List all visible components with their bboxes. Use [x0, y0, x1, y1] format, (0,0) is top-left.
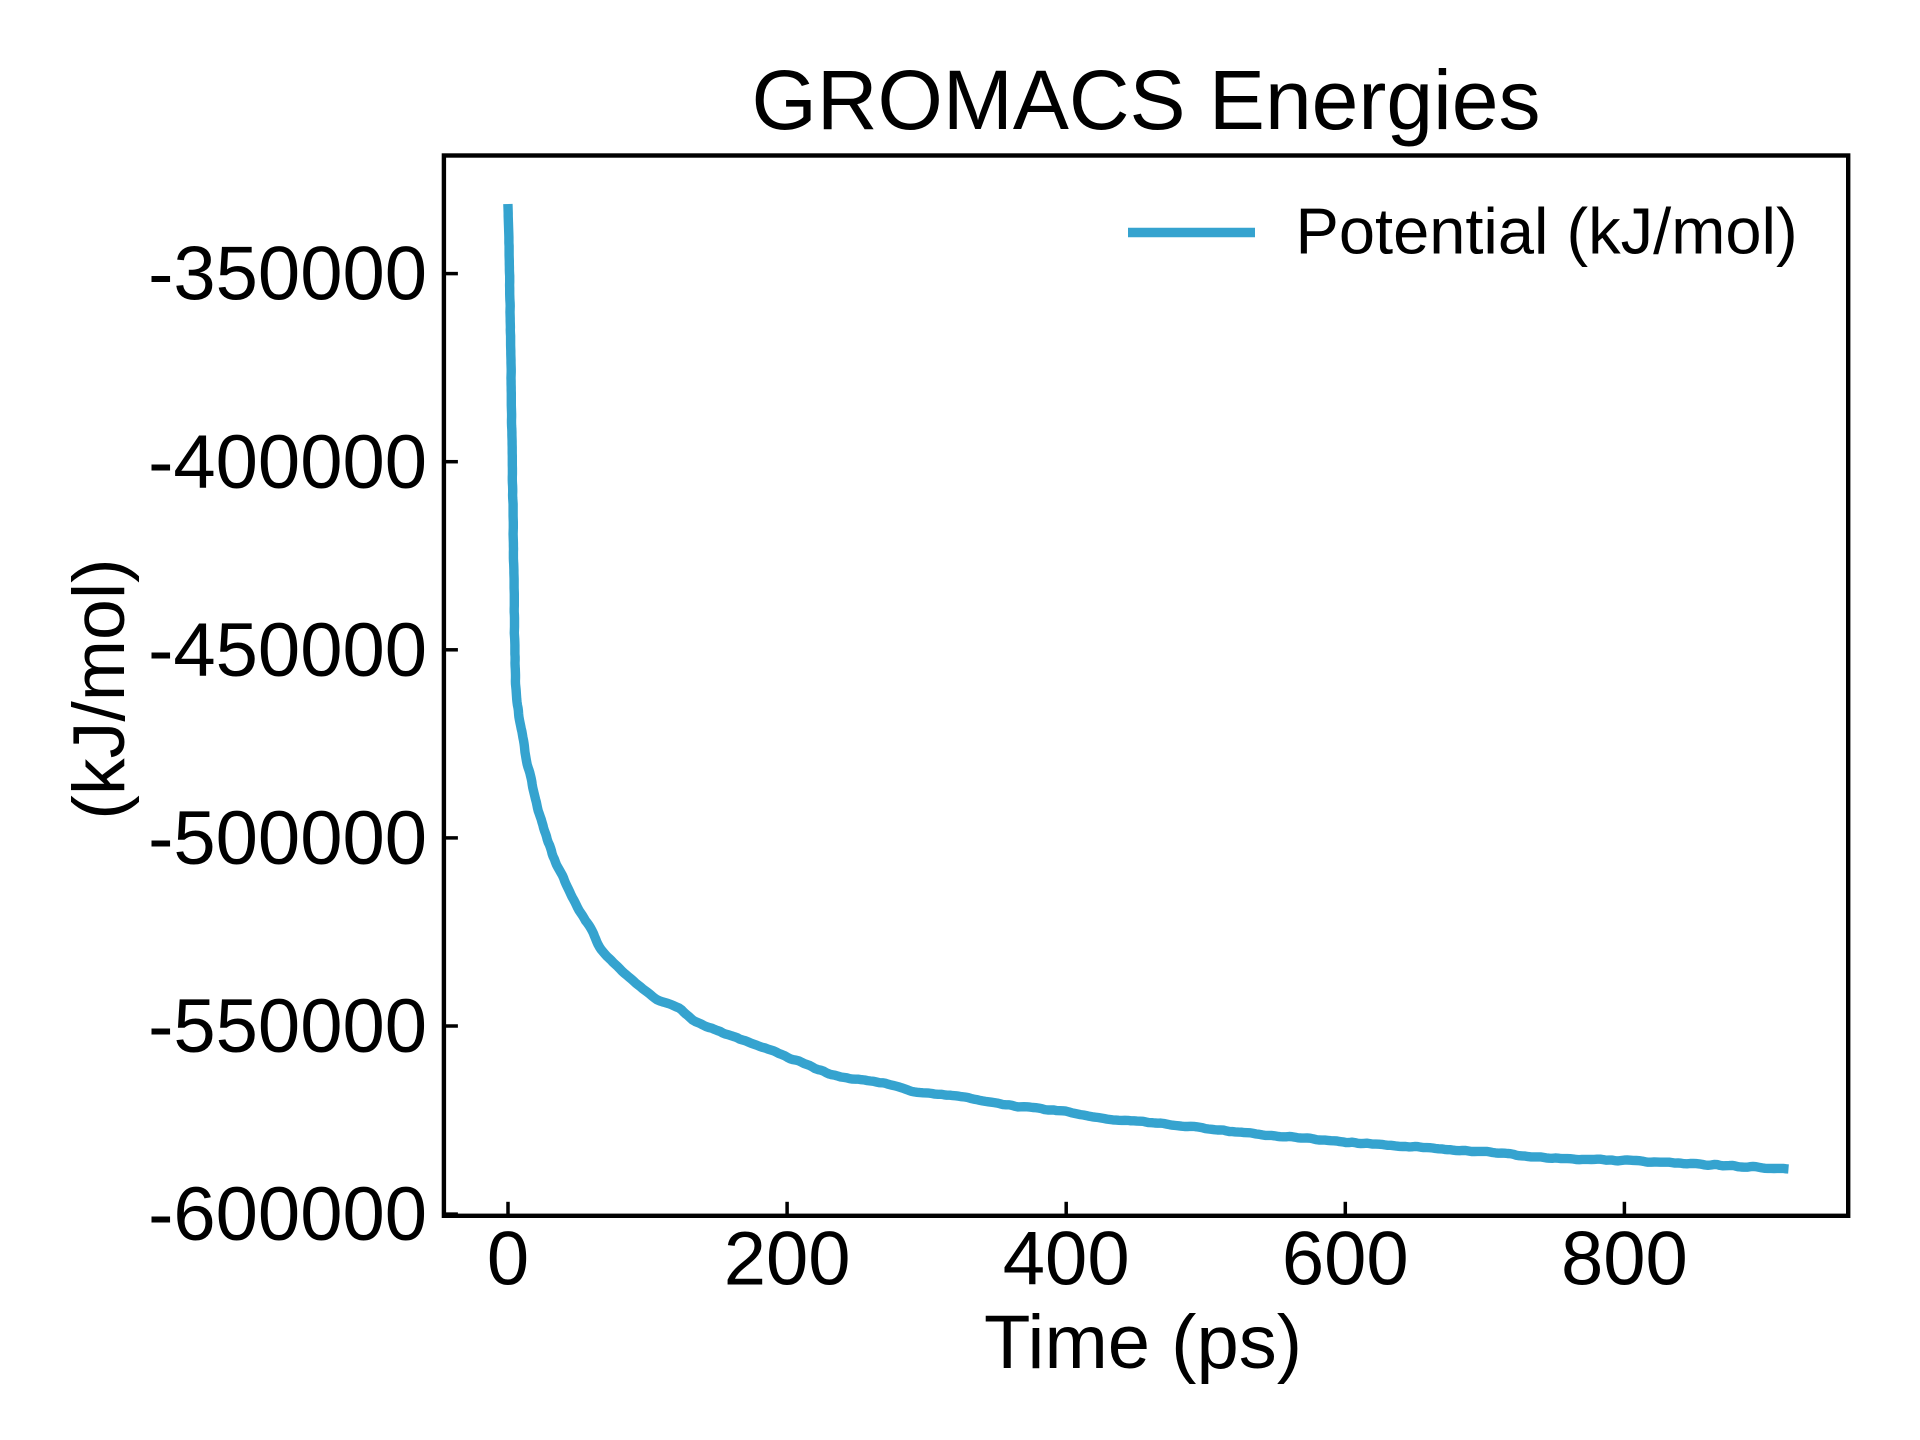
svg-text:-600000: -600000: [148, 1172, 427, 1257]
svg-text:-500000: -500000: [148, 796, 427, 881]
svg-text:800: 800: [1561, 1217, 1688, 1302]
svg-text:Time (ps): Time (ps): [984, 1300, 1302, 1385]
svg-text:-350000: -350000: [148, 232, 427, 317]
svg-text:(kJ/mol): (kJ/mol): [57, 558, 140, 819]
svg-text:Potential (kJ/mol): Potential (kJ/mol): [1296, 195, 1798, 268]
svg-text:200: 200: [724, 1217, 851, 1302]
svg-text:-450000: -450000: [148, 608, 427, 693]
svg-text:400: 400: [1003, 1217, 1130, 1302]
svg-text:-550000: -550000: [148, 984, 427, 1069]
svg-text:600: 600: [1282, 1217, 1409, 1302]
svg-text:GROMACS Energies: GROMACS Energies: [752, 53, 1541, 147]
svg-text:-400000: -400000: [148, 420, 427, 505]
svg-text:0: 0: [487, 1217, 529, 1302]
